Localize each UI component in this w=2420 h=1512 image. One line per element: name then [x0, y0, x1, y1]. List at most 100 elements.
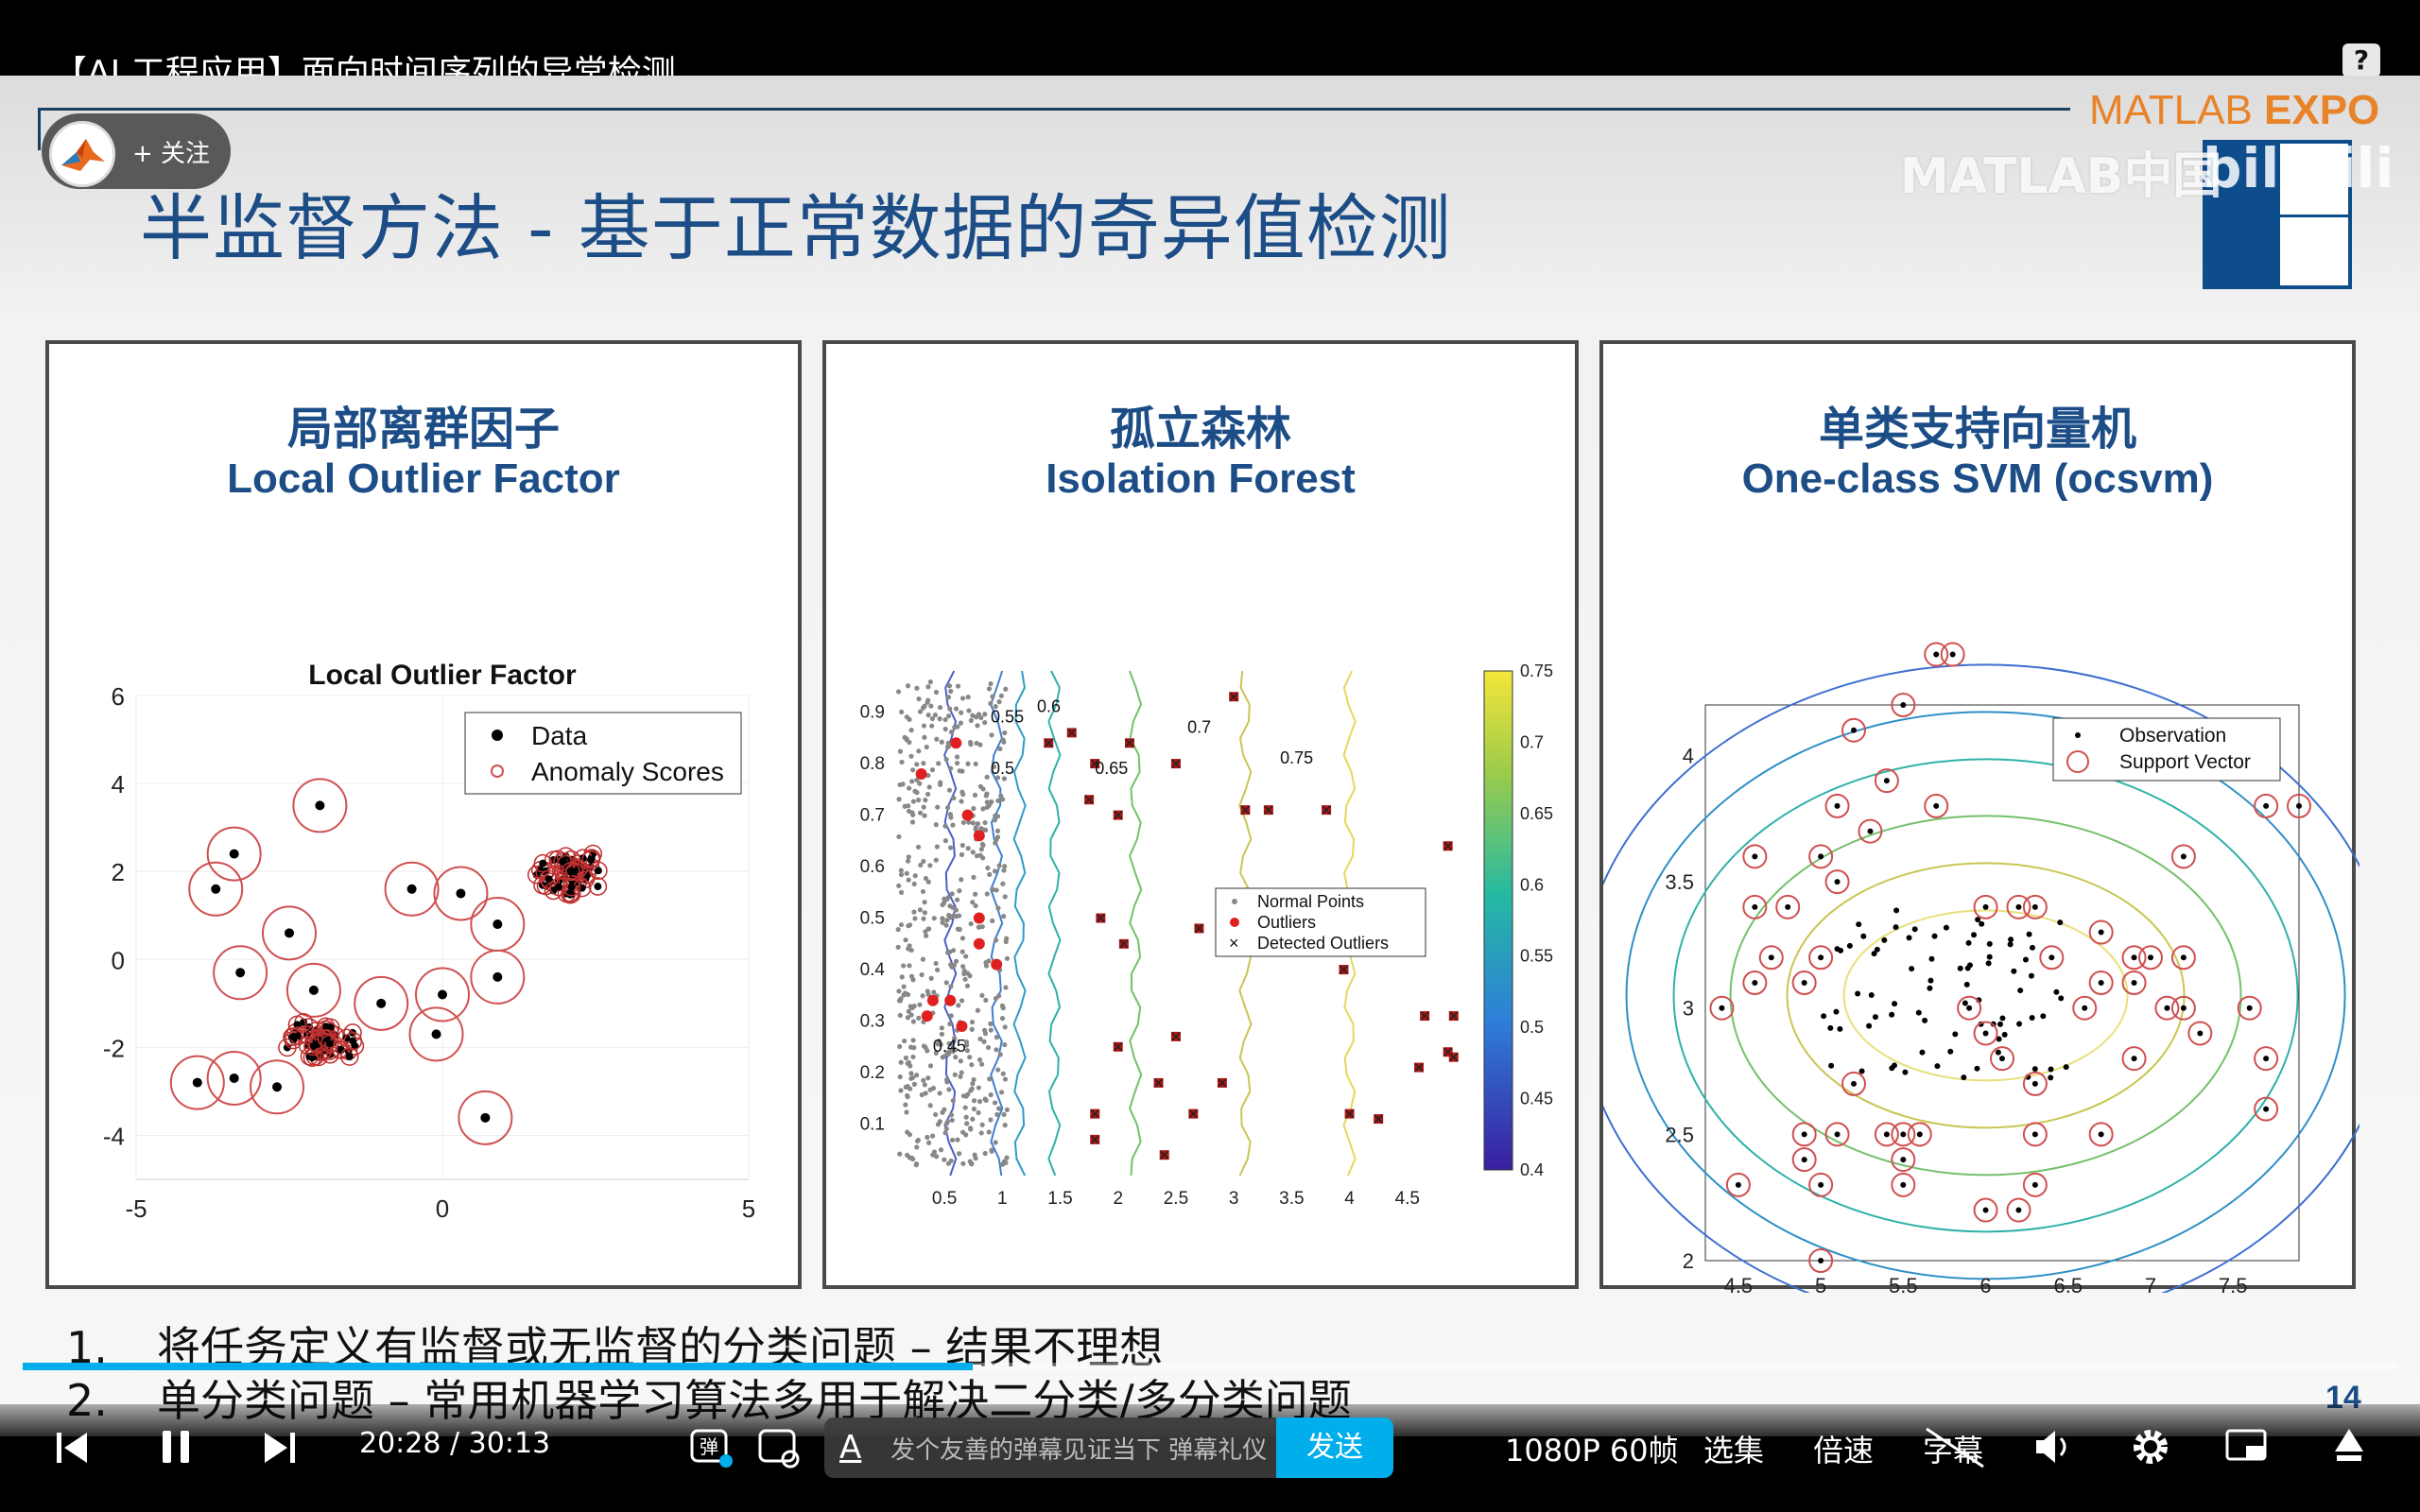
- next-icon[interactable]: [261, 1427, 299, 1469]
- observation-point: [2180, 853, 2187, 860]
- progress-bar[interactable]: [23, 1363, 2397, 1370]
- normal-point: [905, 991, 911, 998]
- observation-point: [1892, 1001, 1898, 1007]
- normal-point: [992, 817, 998, 823]
- normal-point: [978, 1061, 985, 1067]
- anomaly-score-circle: [354, 975, 409, 1031]
- normal-point: [934, 1154, 940, 1160]
- support-vector: [2254, 1046, 2279, 1072]
- support-vector: [2022, 894, 2048, 919]
- observation-point: [2048, 954, 2055, 961]
- normal-point: [911, 881, 917, 886]
- danmaku-toggle-icon[interactable]: 弹: [688, 1427, 734, 1469]
- danmaku-settings-icon[interactable]: [756, 1427, 802, 1469]
- normal-point: [898, 1059, 904, 1065]
- panel-ocsvm: 单类支持向量机 One-class SVM (ocsvm) 4 3.5 3 2.5 2 4…: [1599, 340, 2360, 1293]
- normal-point: [973, 902, 978, 909]
- normal-point: [1000, 737, 1006, 743]
- normal-point: [920, 705, 926, 711]
- danmaku-input[interactable]: 发个友善的弹幕见证当下 弹幕礼仪 ›: [890, 1436, 1285, 1465]
- observation-point: [1801, 1131, 1807, 1138]
- normal-point: [969, 1019, 976, 1025]
- normal-point: [932, 713, 939, 718]
- contour-label: 0.55: [991, 707, 1024, 726]
- danmaku-etiquette-link[interactable]: 弹幕礼仪 ›: [1168, 1436, 1285, 1465]
- normal-point: [963, 1040, 970, 1045]
- normal-point: [913, 1160, 920, 1167]
- support-vector: [1758, 945, 1784, 971]
- outlier-point: [956, 1020, 968, 1032]
- quality-button[interactable]: 1080P 60帧: [1505, 1433, 1679, 1469]
- outlier-point: [991, 958, 1003, 971]
- support-vector: [2138, 945, 2163, 971]
- normal-point: [976, 1085, 981, 1091]
- fullscreen-icon[interactable]: [2325, 1423, 2373, 1470]
- observation-point: [2164, 1005, 2170, 1011]
- episodes-button[interactable]: 选集: [1703, 1433, 1765, 1469]
- support-vector: [1808, 1172, 1834, 1197]
- normal-point: [948, 688, 954, 695]
- observation-point: [1818, 1181, 1824, 1188]
- lof-chart: Local Outlier Factor 6 4 2 0 -2 -4 -5 0 5 Data Anom…: [103, 660, 755, 1223]
- normal-point: [914, 685, 920, 691]
- y-tick-label: 0.2: [860, 1063, 885, 1083]
- prev-icon[interactable]: [53, 1427, 91, 1469]
- support-vector: [1824, 793, 1850, 818]
- normal-point: [958, 1058, 963, 1064]
- y-tick-label: 0.8: [860, 754, 885, 774]
- normal-point: [898, 921, 905, 928]
- observation-point: [2098, 1131, 2104, 1138]
- normal-point: [975, 821, 981, 827]
- normal-point: [896, 883, 902, 888]
- help-icon[interactable]: ?: [2342, 43, 2380, 77]
- follow-button[interactable]: + 关注: [132, 140, 211, 168]
- normal-point: [978, 1130, 984, 1136]
- normal-point: [952, 725, 958, 730]
- normal-point: [908, 1071, 914, 1076]
- normal-point: [965, 846, 971, 851]
- normal-point: [942, 716, 948, 723]
- normal-point: [984, 891, 990, 897]
- settings-icon[interactable]: [2127, 1423, 2174, 1470]
- outlier-point: [973, 912, 985, 924]
- pip-icon[interactable]: [2223, 1425, 2271, 1469]
- observation-point: [2057, 919, 2064, 926]
- contour-label: 0.65: [1095, 759, 1128, 778]
- avatar[interactable]: [49, 121, 115, 187]
- normal-point: [1003, 686, 1009, 692]
- normal-point: [929, 767, 936, 773]
- normal-point: [952, 1035, 958, 1041]
- detected-outlier-x: [1414, 1063, 1424, 1073]
- x-tick-label: 7.5: [2219, 1274, 2248, 1293]
- speed-button[interactable]: 倍速: [1813, 1433, 1875, 1469]
- normal-point: [980, 806, 986, 812]
- normal-point: [910, 977, 916, 983]
- observation-point: [1995, 1049, 2001, 1056]
- normal-point: [998, 793, 1004, 799]
- normal-point: [947, 903, 953, 909]
- normal-point: [946, 683, 953, 689]
- normal-point: [929, 723, 935, 729]
- send-button[interactable]: 发送: [1276, 1418, 1393, 1478]
- observation-point: [1900, 1131, 1907, 1138]
- normal-point: [915, 844, 922, 850]
- follow-badge[interactable]: + 关注: [42, 113, 231, 189]
- volume-icon[interactable]: [2031, 1425, 2074, 1469]
- legend-marker-support: [2066, 750, 2089, 773]
- normal-point: [990, 886, 996, 892]
- normal-point: [961, 971, 967, 977]
- normal-point: [974, 740, 979, 747]
- normal-point: [943, 1121, 950, 1126]
- normal-point: [942, 1107, 947, 1112]
- normal-point: [949, 1117, 955, 1124]
- normal-point: [898, 1088, 904, 1093]
- subtitle-button[interactable]: 字幕: [1923, 1433, 1984, 1469]
- normal-point: [993, 703, 998, 710]
- y-tick-label: 6: [112, 682, 125, 711]
- normal-point: [947, 706, 953, 712]
- anomaly-score-circle: [278, 1038, 297, 1057]
- pause-icon[interactable]: [157, 1425, 195, 1469]
- danmaku-style-icon[interactable]: A: [839, 1429, 862, 1467]
- normal-point: [988, 1027, 994, 1033]
- normal-point: [925, 713, 931, 718]
